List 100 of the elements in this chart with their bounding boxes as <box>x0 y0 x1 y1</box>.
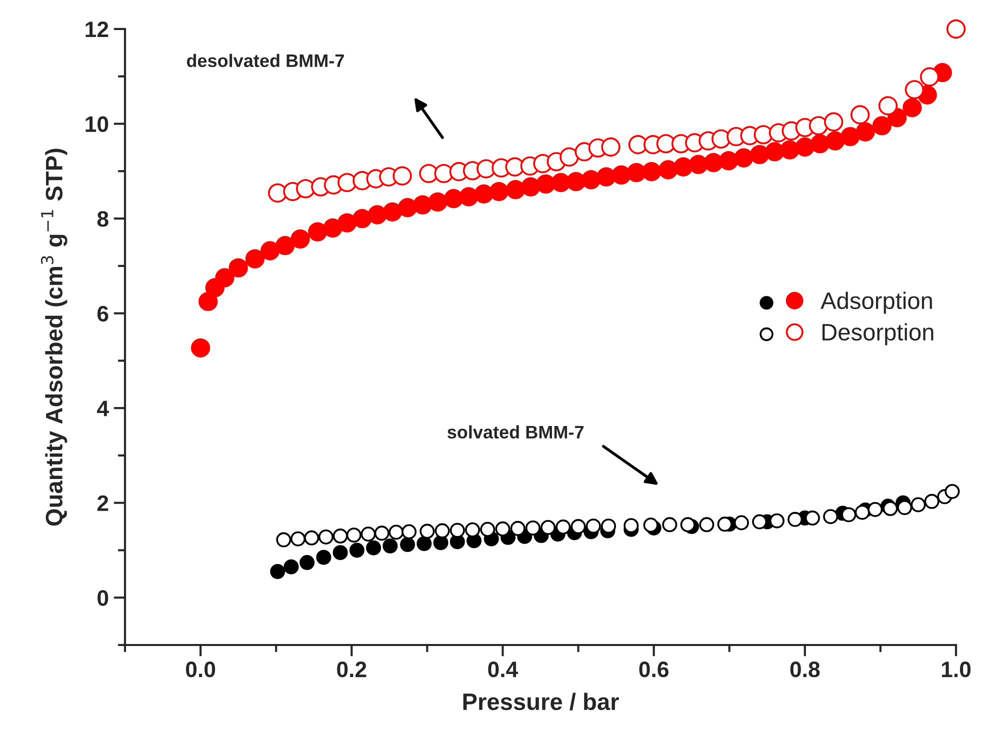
point <box>368 205 387 224</box>
point <box>752 514 768 530</box>
point <box>754 125 773 144</box>
point <box>840 126 860 146</box>
point <box>290 229 310 248</box>
y-tick-label: 8 <box>97 211 108 227</box>
point <box>198 292 218 312</box>
point <box>346 528 362 543</box>
y-tick-label: 4 <box>97 400 109 416</box>
point <box>382 202 402 222</box>
point <box>245 249 265 268</box>
point <box>680 517 696 532</box>
point <box>521 177 540 196</box>
point <box>924 494 940 509</box>
point <box>459 187 478 206</box>
point <box>688 154 708 174</box>
y-tick-label: 6 <box>97 306 108 322</box>
point <box>642 162 662 182</box>
point <box>624 518 639 534</box>
point <box>270 564 286 580</box>
point <box>601 137 620 157</box>
point <box>276 236 295 256</box>
point <box>854 504 870 520</box>
point <box>662 517 678 532</box>
point <box>382 538 398 554</box>
point <box>717 516 732 532</box>
point <box>332 545 348 560</box>
point <box>352 208 372 228</box>
point <box>826 131 845 150</box>
point <box>300 555 315 570</box>
point <box>556 520 571 535</box>
point <box>316 550 332 565</box>
point <box>734 148 754 168</box>
point <box>711 129 731 149</box>
y-tick-label: 0 <box>98 590 108 606</box>
point <box>734 515 749 530</box>
point <box>474 184 494 204</box>
point <box>719 151 738 170</box>
x-tick-label: 0.6 <box>639 662 668 678</box>
point <box>400 537 416 552</box>
point <box>823 509 838 524</box>
point <box>780 140 800 160</box>
x-tick-label: 1.0 <box>942 662 971 678</box>
point <box>276 532 292 548</box>
point <box>349 542 364 558</box>
point <box>808 116 828 136</box>
point <box>260 241 280 260</box>
point <box>308 222 328 242</box>
point <box>374 526 390 541</box>
point <box>850 105 870 124</box>
point <box>570 519 586 534</box>
point <box>284 559 299 574</box>
point <box>910 497 926 512</box>
x-tick-label: 0.4 <box>488 662 518 678</box>
point <box>582 170 601 190</box>
point <box>480 522 496 537</box>
point <box>788 512 803 527</box>
y-tick-label: 2 <box>97 495 108 511</box>
point <box>366 540 382 556</box>
point <box>392 166 412 186</box>
point <box>872 116 892 136</box>
point <box>420 524 435 539</box>
legend-label: Adsorption <box>820 292 932 314</box>
point <box>416 536 432 552</box>
point <box>388 524 404 540</box>
y-axis-title: Quantity Adsorbed (cm$^{3}$ g$^{−1}$ STP) <box>40 148 68 526</box>
point <box>769 513 784 528</box>
point <box>612 165 631 185</box>
y-tick-label: 10 <box>86 116 108 132</box>
point <box>495 521 510 536</box>
point <box>489 182 509 202</box>
point <box>765 142 784 162</box>
point <box>540 520 556 535</box>
legend-label: Desorption <box>822 323 934 346</box>
point <box>450 522 465 538</box>
point <box>902 98 922 118</box>
point <box>413 195 432 214</box>
point <box>643 518 658 533</box>
point <box>323 218 342 238</box>
point <box>190 338 210 358</box>
point <box>505 157 524 176</box>
point <box>704 153 724 172</box>
x-tick-label: 0.8 <box>790 662 820 678</box>
point <box>428 192 448 212</box>
point <box>699 517 714 532</box>
point <box>897 500 912 516</box>
point <box>566 172 586 192</box>
point <box>506 180 526 200</box>
point <box>434 164 454 184</box>
point <box>476 159 496 178</box>
x-tick-label: 0.2 <box>337 662 366 678</box>
point <box>586 518 601 534</box>
point <box>290 531 306 546</box>
point <box>465 522 480 538</box>
point <box>296 179 316 198</box>
point <box>228 258 248 278</box>
point <box>868 502 883 517</box>
point <box>398 198 418 218</box>
point <box>560 147 579 167</box>
point <box>536 174 556 194</box>
